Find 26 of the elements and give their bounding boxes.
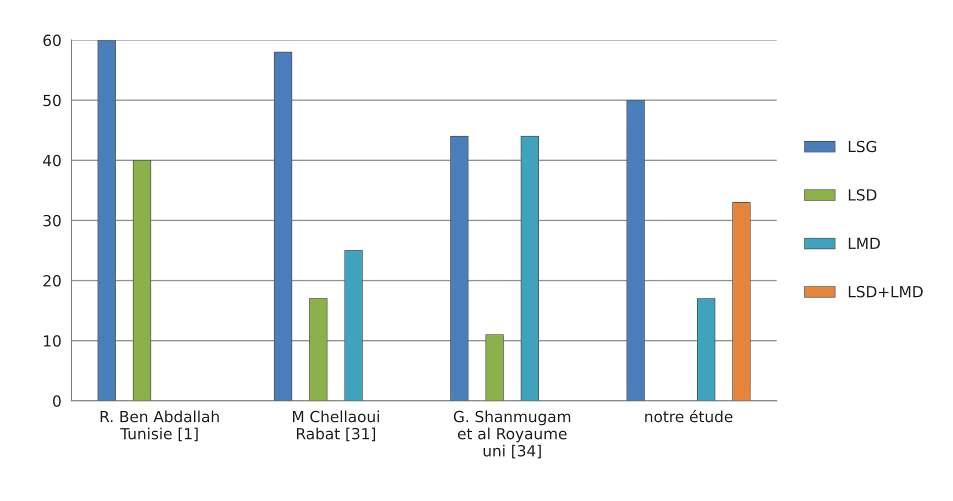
legend-label: LSD	[848, 189, 876, 201]
bar	[98, 40, 116, 401]
y-tick-label: 20	[43, 275, 61, 287]
legend-label: LSD+LMD	[848, 286, 923, 298]
bar	[732, 202, 751, 401]
y-tick-label: 30	[43, 214, 61, 226]
legend-label: LMD	[848, 238, 880, 249]
x-tick-label: G. Shanmugam et al Royaume uni [34]	[454, 410, 570, 458]
x-tick-label: notre étude	[645, 410, 732, 422]
legend-label: LSG	[848, 140, 876, 152]
bar	[450, 136, 469, 401]
bar	[520, 136, 540, 401]
bar	[344, 250, 363, 401]
bar	[309, 298, 328, 401]
y-tick-label: 60	[43, 34, 61, 46]
bar	[274, 52, 292, 401]
bar	[132, 160, 152, 401]
y-tick-label: 10	[44, 335, 61, 347]
x-tick-label: M Chellaoui Rabat [31]	[292, 410, 379, 442]
bar	[626, 100, 645, 401]
bar	[697, 298, 716, 401]
x-tick-label: R. Ben Abdallah Tunisie [1]	[100, 410, 219, 442]
bar	[485, 334, 504, 401]
y-tick-label: 0	[53, 395, 61, 407]
y-tick-label: 50	[43, 94, 61, 106]
y-tick-label: 40	[43, 154, 61, 166]
